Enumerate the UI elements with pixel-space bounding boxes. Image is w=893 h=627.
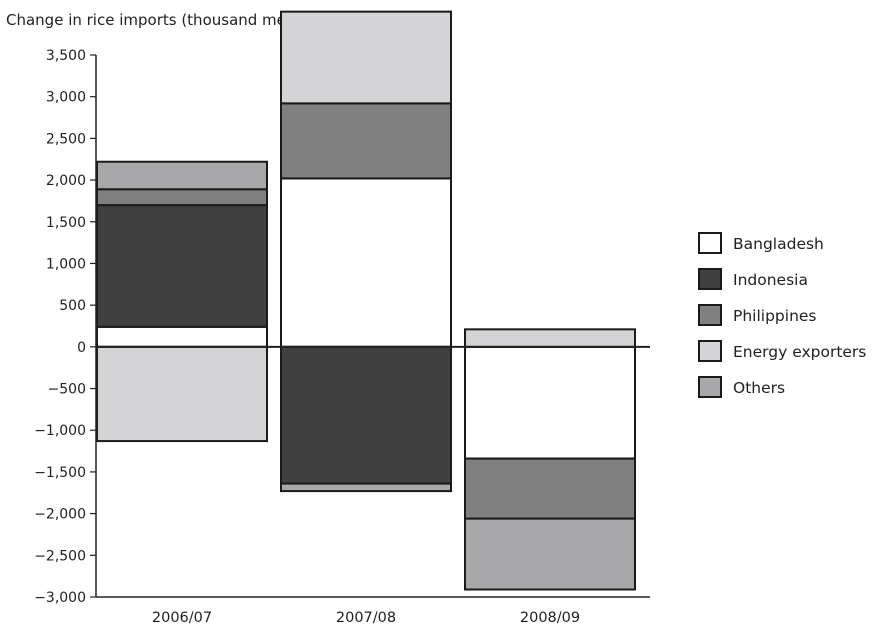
legend-label: Others <box>733 379 785 397</box>
legend-item-bangladesh: Bangladesh <box>698 232 824 254</box>
x-tick-label: 2008/09 <box>520 610 580 626</box>
bar-segment-others-2008-09 <box>464 517 636 591</box>
x-tick-label: 2006/07 <box>152 610 212 626</box>
legend-item-indonesia: Indonesia <box>698 268 808 290</box>
y-tick-label: 1,500 <box>46 215 86 231</box>
legend-swatch <box>698 304 722 326</box>
y-tick-label: −1,000 <box>34 423 86 439</box>
y-tick-label: −2,500 <box>34 548 86 564</box>
legend-swatch <box>698 340 722 362</box>
bar-segment-energy-exporters-2008-09 <box>464 328 636 348</box>
y-tick-label: 500 <box>59 298 86 314</box>
bar-segment-others-2007-08 <box>280 482 452 493</box>
legend-swatch <box>698 376 722 398</box>
legend-item-energy-exporters: Energy exporters <box>698 340 866 362</box>
legend-label: Indonesia <box>733 271 808 289</box>
y-tick-label: −2,000 <box>34 507 86 523</box>
legend-label: Energy exporters <box>733 343 866 361</box>
x-tick-label: 2007/08 <box>336 610 396 626</box>
y-tick-label: 2,500 <box>46 131 86 147</box>
y-tick-label: 0 <box>77 340 86 356</box>
bar-segment-indonesia-2006-07 <box>96 204 268 328</box>
y-tick-label: 3,000 <box>46 90 86 106</box>
x-axis-labels: 2006/07 2007/08 2008/09 <box>152 610 580 626</box>
y-axis-label: Change in rice imports (thousand metric … <box>6 11 353 29</box>
legend-item-others: Others <box>698 376 785 398</box>
y-tick-label: 2,000 <box>46 173 86 189</box>
bar-segment-energy-exporters-2007-08 <box>280 10 452 105</box>
legend-item-philippines: Philippines <box>698 304 817 326</box>
bar-segment-philippines-2006-07 <box>96 188 268 207</box>
bars <box>96 10 636 591</box>
legend: Bangladesh Indonesia Philippines Energy exp… <box>698 232 866 398</box>
bar-segment-others-2006-07 <box>96 160 268 191</box>
y-tick-label: −1,500 <box>34 465 86 481</box>
y-axis-ticks: 3,500 3,000 2,500 2,000 1,500 1,000 500 0 −500 −1… <box>34 48 96 606</box>
axes <box>95 55 650 598</box>
y-tick-label: 3,500 <box>46 48 86 64</box>
bar-segment-bangladesh-2008-09 <box>464 345 636 460</box>
bar-segment-bangladesh-2006-07 <box>96 325 268 348</box>
bar-segment-philippines-2008-09 <box>464 457 636 520</box>
legend-label: Philippines <box>733 307 817 325</box>
legend-label: Bangladesh <box>733 235 824 253</box>
y-tick-label: 1,000 <box>46 256 86 272</box>
bar-segment-bangladesh-2007-08 <box>280 177 452 348</box>
bar-segment-philippines-2007-08 <box>280 102 452 180</box>
bar-segment-energy-exporters-2006-07 <box>96 345 268 443</box>
y-tick-label: −500 <box>48 382 86 398</box>
legend-swatch <box>698 232 722 254</box>
y-tick-label: −3,000 <box>34 590 86 606</box>
legend-swatch <box>698 268 722 290</box>
bar-segment-indonesia-2007-08 <box>280 345 452 485</box>
